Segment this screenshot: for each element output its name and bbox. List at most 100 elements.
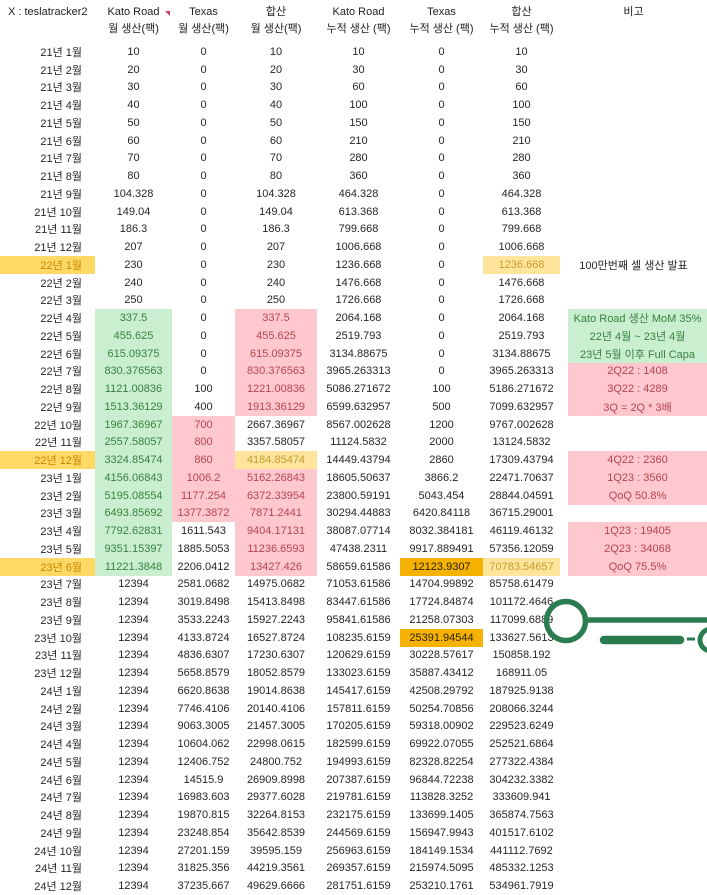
data-cell[interactable]: 12394 bbox=[118, 844, 149, 857]
data-cell[interactable]: 0 bbox=[200, 258, 207, 271]
data-cell[interactable]: 12394 bbox=[118, 684, 149, 697]
data-cell[interactable]: 269357.6159 bbox=[326, 862, 391, 875]
data-cell[interactable]: 1611.543 bbox=[180, 525, 227, 538]
header-texas-monthly[interactable]: Texas 월 생산(팩) bbox=[178, 6, 229, 35]
note-cell[interactable] bbox=[560, 150, 707, 168]
data-cell[interactable]: 187925.9138 bbox=[489, 684, 554, 697]
data-cell[interactable]: 12394 bbox=[118, 791, 149, 804]
note-cell[interactable] bbox=[560, 647, 707, 665]
note-cell[interactable] bbox=[560, 735, 707, 753]
data-cell[interactable]: 12123.9307 bbox=[400, 557, 483, 576]
data-cell[interactable]: 31825.356 bbox=[177, 862, 230, 875]
data-cell[interactable]: 20 bbox=[269, 63, 283, 76]
row-label[interactable]: 21년 12월 bbox=[34, 242, 82, 255]
data-cell[interactable]: 12394 bbox=[118, 773, 149, 786]
data-cell[interactable]: 2064.168 bbox=[335, 312, 382, 325]
data-cell[interactable]: 277322.4384 bbox=[489, 755, 554, 768]
header-total-cumulative[interactable]: 합산 누적 생산 (팩) bbox=[489, 6, 554, 35]
data-cell[interactable]: 117099.6889 bbox=[489, 613, 554, 626]
data-cell[interactable]: 150 bbox=[512, 116, 531, 129]
data-cell[interactable]: 3965.263313 bbox=[326, 365, 391, 378]
note-cell[interactable]: Kato Road 생산 MoM 35% bbox=[568, 309, 707, 327]
data-cell[interactable]: 83447.61586 bbox=[326, 596, 391, 609]
data-cell[interactable]: 150858.192 bbox=[492, 649, 551, 662]
note-cell[interactable] bbox=[560, 700, 707, 718]
data-cell[interactable]: 455.625 bbox=[95, 327, 172, 345]
note-cell[interactable] bbox=[560, 771, 707, 789]
data-cell[interactable]: 6372.33954 bbox=[235, 486, 317, 505]
data-cell[interactable]: 0 bbox=[438, 258, 445, 271]
data-cell[interactable]: 149.04 bbox=[116, 205, 151, 218]
data-cell[interactable]: 26909.8998 bbox=[246, 773, 306, 786]
data-cell[interactable]: 5043.454 bbox=[418, 489, 465, 502]
data-cell[interactable]: 1913.36129 bbox=[235, 398, 317, 416]
row-label[interactable]: 23년 2월 bbox=[40, 490, 82, 503]
data-cell[interactable]: 14975.0682 bbox=[246, 578, 306, 591]
data-cell[interactable]: 70 bbox=[127, 152, 140, 165]
data-cell[interactable]: 0 bbox=[200, 312, 207, 325]
row-label[interactable]: 22년 10월 bbox=[34, 419, 82, 432]
row-label[interactable]: 24년 6월 bbox=[40, 774, 82, 787]
note-cell[interactable] bbox=[560, 877, 707, 895]
data-cell[interactable]: 18605.50637 bbox=[326, 471, 391, 484]
data-cell[interactable]: 100 bbox=[194, 383, 213, 396]
data-cell[interactable]: 9767.002628 bbox=[489, 418, 554, 431]
data-cell[interactable]: 19014.8638 bbox=[246, 684, 306, 697]
data-cell[interactable]: 244569.6159 bbox=[326, 826, 391, 839]
data-cell[interactable]: 229523.6249 bbox=[489, 720, 554, 733]
data-cell[interactable]: 9351.15397 bbox=[95, 540, 172, 558]
data-cell[interactable]: 186.3 bbox=[119, 223, 148, 236]
data-cell[interactable]: 50 bbox=[269, 116, 283, 129]
data-cell[interactable]: 12394 bbox=[118, 809, 149, 822]
data-cell[interactable]: 10 bbox=[352, 45, 365, 58]
data-cell[interactable]: 365874.7563 bbox=[489, 809, 554, 822]
data-cell[interactable]: 240 bbox=[124, 276, 143, 289]
data-cell[interactable]: 22998.0615 bbox=[246, 738, 306, 751]
data-cell[interactable]: 3866.2 bbox=[424, 471, 459, 484]
data-cell[interactable]: 4836.6307 bbox=[177, 649, 230, 662]
note-cell[interactable] bbox=[560, 842, 707, 860]
row-label[interactable]: 22년 12월 bbox=[0, 451, 95, 469]
row-label[interactable]: 22년 2월 bbox=[40, 277, 82, 290]
row-label[interactable]: 24년 7월 bbox=[40, 792, 82, 805]
row-label[interactable]: 24년 2월 bbox=[40, 703, 82, 716]
data-cell[interactable]: 0 bbox=[438, 347, 445, 360]
data-cell[interactable]: 29377.6028 bbox=[246, 791, 306, 804]
data-cell[interactable]: 0 bbox=[200, 170, 207, 183]
data-cell[interactable]: 2064.168 bbox=[498, 312, 545, 325]
data-cell[interactable]: 441112.7692 bbox=[490, 844, 553, 857]
data-cell[interactable]: 304232.3382 bbox=[489, 773, 554, 786]
data-cell[interactable]: 23248.854 bbox=[177, 826, 230, 839]
data-cell[interactable]: 250 bbox=[266, 294, 286, 307]
data-cell[interactable]: 13124.5832 bbox=[492, 436, 551, 449]
note-cell[interactable] bbox=[560, 806, 707, 824]
data-cell[interactable]: 253210.1761 bbox=[409, 880, 474, 893]
row-label[interactable]: 24년 10월 bbox=[34, 845, 82, 858]
header-kato-cumulative[interactable]: Kato Road 누적 생산 (팩) bbox=[326, 6, 391, 35]
data-cell[interactable]: 1726.668 bbox=[498, 294, 545, 307]
note-cell[interactable]: 2Q23 : 34068 bbox=[568, 540, 707, 558]
data-cell[interactable]: 210 bbox=[349, 134, 368, 147]
data-cell[interactable]: 6493.85692 bbox=[95, 504, 172, 523]
data-cell[interactable]: 0 bbox=[200, 241, 207, 254]
data-cell[interactable]: 1967.36967 bbox=[95, 415, 172, 434]
data-cell[interactable]: 12394 bbox=[118, 613, 149, 626]
header-total-monthly[interactable]: 합산 월 생산(팩) bbox=[250, 6, 302, 35]
data-cell[interactable]: 0 bbox=[438, 329, 445, 342]
note-cell[interactable] bbox=[560, 203, 707, 221]
data-cell[interactable]: 337.5 bbox=[95, 309, 172, 327]
row-label[interactable]: 22년 3월 bbox=[40, 295, 82, 308]
data-cell[interactable]: 104.328 bbox=[113, 187, 154, 200]
data-cell[interactable]: 96844.72238 bbox=[409, 773, 474, 786]
data-cell[interactable]: 71053.61586 bbox=[326, 578, 391, 591]
data-cell[interactable]: 1006.2 bbox=[172, 469, 235, 487]
data-cell[interactable]: 830.376563 bbox=[235, 362, 317, 381]
data-cell[interactable]: 7792.62831 bbox=[95, 522, 172, 540]
note-cell[interactable] bbox=[560, 61, 707, 79]
data-cell[interactable]: 1476.668 bbox=[335, 276, 382, 289]
data-cell[interactable]: 22471.70637 bbox=[489, 471, 554, 484]
data-cell[interactable]: 1476.668 bbox=[498, 276, 545, 289]
row-label[interactable]: 23년 4월 bbox=[40, 526, 82, 539]
row-label[interactable]: 23년 5월 bbox=[40, 543, 82, 556]
data-cell[interactable]: 12394 bbox=[118, 702, 149, 715]
